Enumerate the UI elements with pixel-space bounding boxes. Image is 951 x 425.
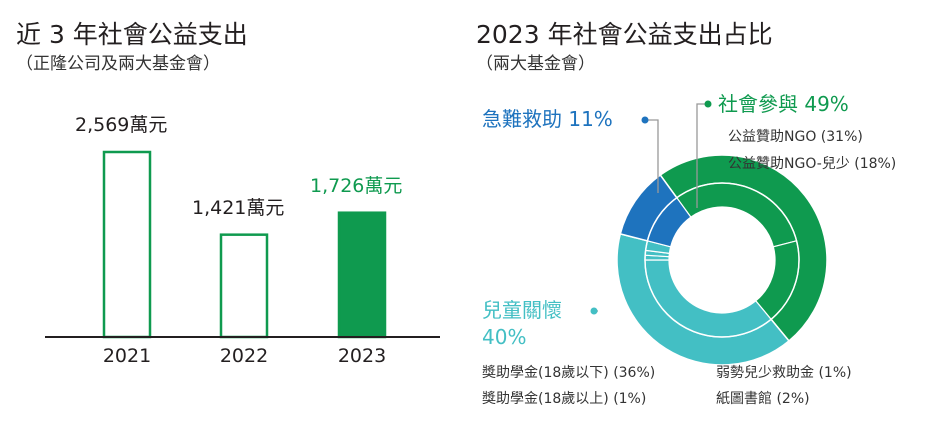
donut-chart-subtitle: （兩大基金會） <box>476 54 595 74</box>
bar-chart <box>45 150 440 339</box>
subcategory-label-paper-library: 紙圖書館 (2%) <box>716 391 810 407</box>
donut-hole <box>669 207 775 313</box>
bar-chart-subtitle: （正隆公司及兩大基金會） <box>16 54 220 74</box>
donut-chart-title: 2023 年社會公益支出占比 <box>476 20 773 49</box>
category-label-child-care: 兒童關懷 <box>482 298 562 322</box>
donut-inner-ring <box>644 182 800 338</box>
category-label-emergency: 急難救助 11% <box>482 107 613 131</box>
bar-chart-title: 近 3 年社會公益支出 <box>16 20 248 49</box>
bar-value-label-2022: 1,421萬元 <box>192 196 285 219</box>
bar-2021 <box>102 150 152 339</box>
marker-dot-emergency <box>641 116 649 124</box>
bar-value-label-2023: 1,726萬元 <box>310 174 403 197</box>
subcategory-label-relief-fund: 弱勢兒少救助金 (1%) <box>716 365 852 381</box>
marker-dot-social <box>704 100 712 108</box>
marker-dot-child <box>590 307 598 315</box>
x-tick-2021: 2021 <box>102 345 152 367</box>
bar-value-label-2021: 2,569萬元 <box>75 114 168 136</box>
x-tick-2023: 2023 <box>337 345 387 367</box>
leader-line-emergency <box>645 119 659 193</box>
category-label-social: 社會參與 49% <box>718 92 849 116</box>
subcategory-label-ngo-youth: 公益贊助NGO-兒少 (18%) <box>728 156 897 172</box>
leader-line-social <box>696 103 708 208</box>
subcategory-label-ngo: 公益贊助NGO (31%) <box>728 129 863 145</box>
category-label-child-care-percent: 40% <box>482 325 527 349</box>
donut-ring-divider <box>644 182 800 338</box>
subcategory-label-scholarship-under18: 獎助學金(18歲以下) (36%) <box>482 365 656 381</box>
bar-2022 <box>219 233 269 339</box>
x-tick-2022: 2022 <box>219 345 269 367</box>
subcategory-label-scholarship-over18: 獎助學金(18歲以上) (1%) <box>482 391 647 407</box>
